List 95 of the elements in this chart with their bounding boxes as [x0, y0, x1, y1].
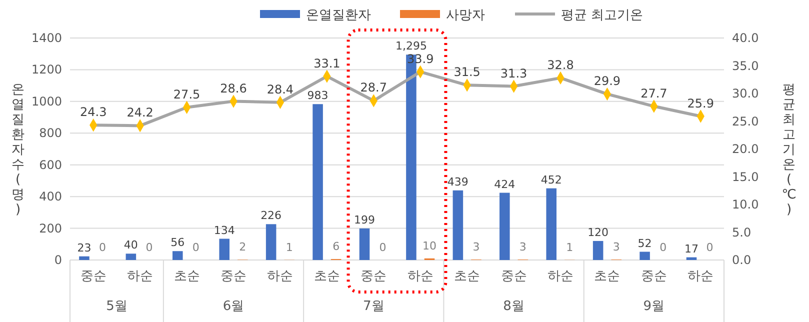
text: 1: [566, 240, 574, 254]
bar: [312, 104, 323, 260]
text: 439: [447, 175, 468, 188]
text: 5월: [106, 299, 128, 314]
text: 23: [77, 241, 92, 254]
bar: [79, 256, 90, 260]
text: 28.7: [360, 80, 387, 95]
text: 7월: [363, 299, 384, 314]
text: 199: [354, 213, 376, 226]
y-tick-label: 1000: [31, 94, 62, 108]
text: 120: [588, 226, 609, 239]
y-tick-label: 200: [39, 221, 62, 236]
y2-tick-label: 5.0: [732, 225, 752, 240]
bar: [126, 254, 136, 260]
y2-tick-label: 35.0: [732, 58, 759, 73]
bar: [452, 190, 464, 260]
text: 6: [332, 240, 340, 254]
text: 226: [260, 209, 282, 222]
text: 452: [540, 173, 562, 186]
text: 31.5: [454, 65, 480, 80]
x-tick-label: 하순: [688, 269, 714, 284]
text: 0: [660, 241, 667, 254]
bar: [546, 188, 556, 260]
text: 8월: [503, 299, 524, 314]
text: 10: [422, 239, 436, 252]
x-tick-label: 하순: [548, 269, 574, 284]
text: 3: [519, 240, 526, 254]
text: 0: [192, 241, 200, 254]
x-tick-label: 중순: [80, 269, 106, 284]
legend-label: 평균 최고기온: [561, 8, 644, 23]
y-tick-label: 800: [39, 126, 62, 140]
text: 56: [170, 236, 185, 250]
bar: [219, 238, 230, 260]
text: 424: [494, 178, 516, 191]
x-tick-label: 중순: [360, 269, 387, 284]
y2-tick-label: 25.0: [732, 114, 759, 128]
text: 1,295: [395, 40, 427, 53]
text: 32.8: [547, 58, 574, 72]
bar: [359, 228, 370, 260]
y2-tick-label: 20.0: [732, 142, 759, 156]
bar: [686, 257, 697, 260]
y2-tick-label: 0.0: [732, 253, 752, 267]
text: 31.3: [500, 66, 528, 80]
y-tick-label: 1200: [31, 62, 62, 77]
text: 3: [612, 240, 620, 254]
legend-label: 온열질환자: [306, 8, 371, 23]
y2-tick-label: 15.0: [732, 170, 759, 184]
text: 27.5: [173, 87, 200, 102]
x-tick-label: 초순: [454, 269, 480, 284]
text: 17: [684, 242, 699, 256]
bar: [500, 192, 510, 260]
text: 52: [638, 236, 652, 250]
text: 6월: [222, 299, 244, 314]
legend-label: 사망자: [446, 8, 485, 23]
text: 983: [307, 89, 328, 102]
x-tick-label: 초순: [174, 269, 200, 284]
y-tick-label: 400: [39, 190, 62, 204]
text: 0: [706, 241, 714, 254]
text: 40: [124, 238, 138, 252]
text: 2: [239, 240, 246, 254]
text: 0: [146, 241, 153, 254]
y-tick-label: 1400: [31, 31, 62, 45]
x-tick-label: 하순: [407, 269, 434, 284]
text: 3: [472, 240, 480, 254]
x-tick-label: 하순: [127, 269, 154, 284]
text: 24.2: [126, 106, 154, 120]
text: 24.3: [80, 105, 107, 120]
text: 온열질환자수(명): [12, 82, 24, 218]
bar: [592, 240, 604, 260]
text: 33.1: [314, 56, 340, 70]
text: 27.7: [640, 86, 668, 100]
x-tick-label: 중순: [640, 269, 667, 284]
text: 0: [98, 241, 106, 254]
bar: [172, 251, 183, 260]
x-tick-label: 초순: [594, 269, 620, 284]
text: 9월: [643, 299, 665, 314]
x-tick-label: 중순: [500, 269, 527, 284]
bar: [266, 224, 276, 260]
x-tick-label: 중순: [220, 269, 246, 284]
text: 1: [286, 240, 293, 254]
x-tick-label: 하순: [267, 269, 294, 284]
x-tick-label: 초순: [314, 269, 340, 284]
y2-tick-label: 10.0: [732, 198, 759, 212]
text: 평균최고기온(℃): [782, 82, 796, 218]
y-tick-label: 0: [54, 253, 62, 267]
text: 29.9: [594, 74, 621, 88]
y-tick-label: 600: [39, 158, 62, 172]
bar: [640, 252, 650, 260]
text: 28.4: [266, 82, 294, 96]
text: 28.6: [220, 81, 247, 96]
text: 25.9: [687, 96, 714, 110]
y2-tick-label: 40.0: [732, 31, 759, 45]
y2-tick-label: 30.0: [732, 86, 759, 100]
text: 134: [214, 224, 235, 237]
text: 0: [379, 241, 386, 254]
